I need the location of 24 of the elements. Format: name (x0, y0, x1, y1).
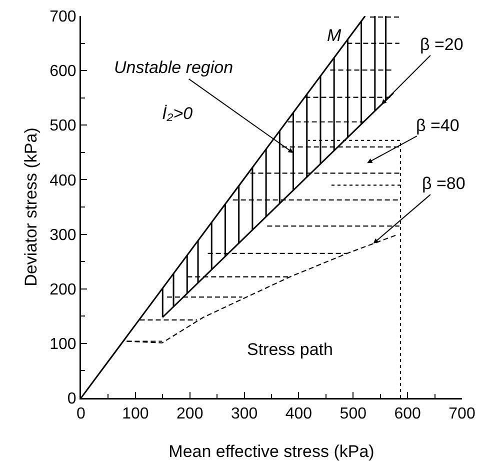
x-tick-label: 400 (285, 406, 312, 423)
annotation: İ₂>0 (162, 104, 194, 123)
x-tick-label: 700 (448, 406, 476, 423)
x-tick-label: 600 (394, 406, 422, 423)
annotation: Stress path (247, 340, 333, 359)
y-tick-label: 600 (50, 63, 76, 80)
y-tick-label: 0 (67, 390, 76, 408)
y-axis-title: Deviator stress (kPa) (22, 128, 40, 286)
y-tick-label: 100 (50, 336, 76, 354)
y-tick-label: 700 (50, 8, 76, 26)
annotation: β =20 (420, 35, 464, 54)
x-tick-label: 300 (230, 406, 258, 423)
y-tick-label: 500 (50, 118, 76, 135)
annotation: Unstable region (114, 58, 234, 77)
annotation: β =40 (416, 116, 460, 135)
x-tick-label: 200 (176, 406, 204, 423)
x-tick-label: 500 (340, 406, 367, 423)
y-tick-label: 200 (50, 281, 76, 298)
y-tick-label: 400 (50, 172, 76, 190)
x-tick-label: 100 (122, 406, 149, 423)
annotation: β =80 (422, 174, 466, 193)
annotation: M (327, 26, 342, 45)
y-tick-label: 300 (50, 226, 76, 244)
x-axis-title: Mean effective stress (kPa) (168, 442, 374, 461)
